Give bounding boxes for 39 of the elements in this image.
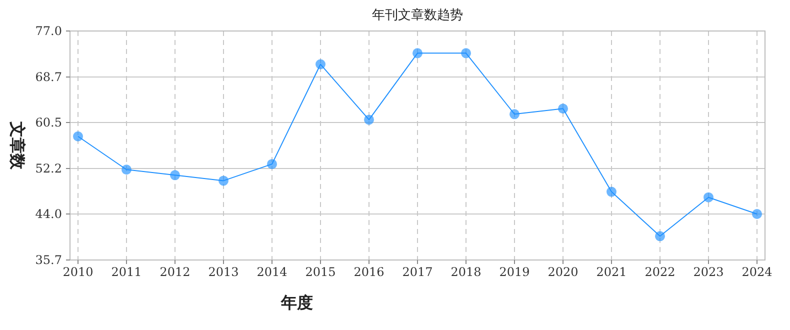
x-axis-title: 年度 (280, 293, 313, 312)
point (412, 48, 422, 58)
x-tick-label: 2023 (693, 265, 724, 279)
point (364, 114, 374, 125)
x-tick-label: 2021 (596, 265, 627, 279)
x-tick-label: 2018 (450, 265, 482, 279)
y-tick-label: 68.7 (35, 70, 62, 84)
y-tick-label: 35.7 (35, 253, 62, 267)
point (170, 170, 180, 180)
x-tick-label: 2014 (256, 265, 288, 279)
point (752, 208, 762, 219)
y-tick-label: 44.0 (35, 206, 62, 221)
y-tick-label: 60.5 (35, 115, 62, 130)
x-tick-label: 2015 (305, 265, 336, 279)
point (122, 164, 132, 175)
x-tick-label: 2012 (160, 265, 190, 279)
point (655, 231, 665, 242)
point (316, 59, 326, 70)
chart-title: 年刊文章数趋势 (372, 8, 463, 23)
x-tick-label: 2016 (354, 265, 384, 279)
point (267, 159, 277, 170)
point (218, 176, 228, 186)
y-axis-title: 文章数 (8, 120, 27, 170)
x-tick-label: 2013 (208, 265, 239, 279)
x-tick-label: 2022 (644, 265, 676, 279)
y-tick-label: 77.0 (35, 24, 62, 38)
point (606, 186, 616, 197)
x-tick-label: 2010 (62, 265, 94, 279)
point (558, 104, 568, 114)
x-tick-label: 2011 (111, 265, 142, 279)
x-tick-label: 2024 (742, 265, 773, 279)
x-tick-label: 2017 (402, 265, 433, 279)
point (73, 131, 83, 142)
x-tick-label: 2020 (548, 265, 578, 279)
point (704, 192, 714, 202)
y-tick-label: 52.2 (35, 162, 62, 176)
x-tick-label: 2019 (499, 265, 530, 279)
point (510, 109, 520, 120)
point (461, 48, 471, 58)
